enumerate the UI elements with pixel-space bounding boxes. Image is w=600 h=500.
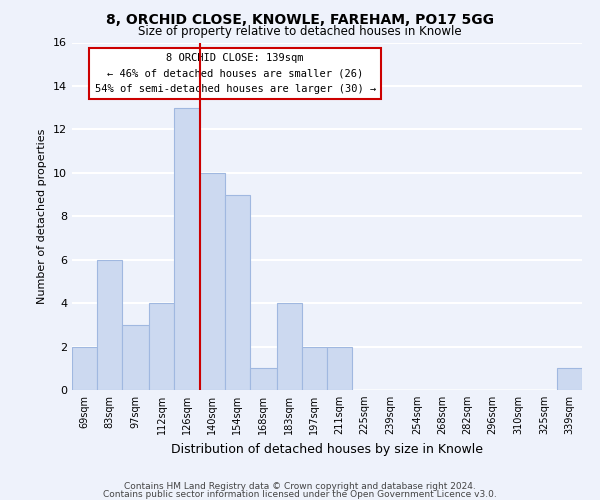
Bar bbox=[199, 173, 224, 390]
Y-axis label: Number of detached properties: Number of detached properties bbox=[37, 128, 47, 304]
Text: Contains public sector information licensed under the Open Government Licence v3: Contains public sector information licen… bbox=[103, 490, 497, 499]
Bar bbox=[175, 108, 199, 390]
Bar bbox=[302, 346, 327, 390]
Text: Size of property relative to detached houses in Knowle: Size of property relative to detached ho… bbox=[138, 25, 462, 38]
Bar bbox=[277, 303, 302, 390]
Bar bbox=[557, 368, 582, 390]
Bar bbox=[327, 346, 352, 390]
Bar bbox=[72, 346, 97, 390]
Text: Contains HM Land Registry data © Crown copyright and database right 2024.: Contains HM Land Registry data © Crown c… bbox=[124, 482, 476, 491]
Bar bbox=[224, 194, 250, 390]
Text: 8 ORCHID CLOSE: 139sqm
← 46% of detached houses are smaller (26)
54% of semi-det: 8 ORCHID CLOSE: 139sqm ← 46% of detached… bbox=[95, 53, 376, 94]
Bar bbox=[122, 325, 149, 390]
Bar bbox=[149, 303, 175, 390]
Bar bbox=[97, 260, 122, 390]
Bar bbox=[250, 368, 277, 390]
Text: 8, ORCHID CLOSE, KNOWLE, FAREHAM, PO17 5GG: 8, ORCHID CLOSE, KNOWLE, FAREHAM, PO17 5… bbox=[106, 12, 494, 26]
X-axis label: Distribution of detached houses by size in Knowle: Distribution of detached houses by size … bbox=[171, 442, 483, 456]
